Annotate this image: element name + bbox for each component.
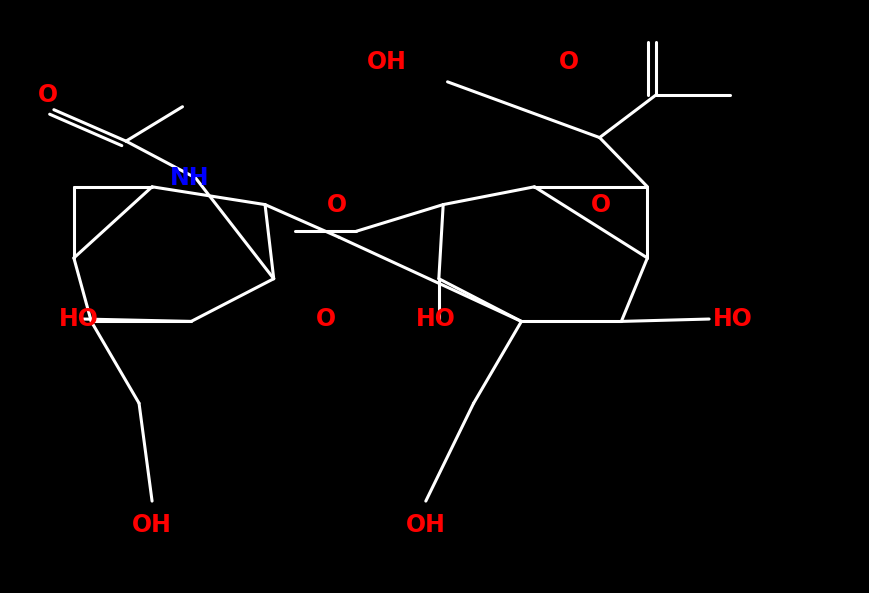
- Text: HO: HO: [59, 307, 99, 331]
- Text: O: O: [315, 307, 336, 331]
- Text: OH: OH: [132, 513, 172, 537]
- Text: OH: OH: [367, 50, 407, 74]
- Text: NH: NH: [169, 166, 209, 190]
- Text: O: O: [327, 193, 348, 216]
- Text: HO: HO: [713, 307, 753, 331]
- Text: O: O: [37, 83, 58, 107]
- Text: OH: OH: [406, 513, 446, 537]
- Text: HO: HO: [415, 307, 455, 331]
- Text: O: O: [559, 50, 580, 74]
- Text: O: O: [591, 193, 612, 216]
